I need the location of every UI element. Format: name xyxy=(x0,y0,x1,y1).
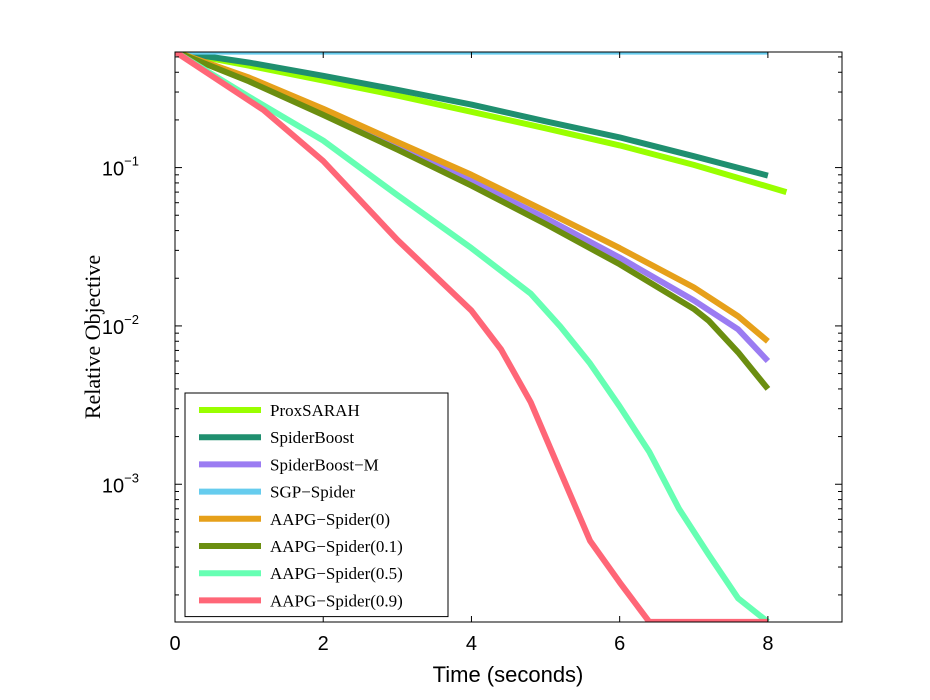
legend-label-spiderboost-m: SpiderBoost−M xyxy=(270,455,379,474)
legend-label-proxsarah: ProxSARAH xyxy=(270,401,360,420)
y-tick-label: 10−3 xyxy=(102,470,139,497)
y-tick-label: 10−1 xyxy=(102,154,139,181)
legend-label-spiderboost: SpiderBoost xyxy=(270,428,354,447)
x-tick-label: 8 xyxy=(762,633,773,655)
series-line-proxsarah xyxy=(175,52,788,195)
y-axis-label: Relative Objective xyxy=(80,255,105,419)
x-tick-label: 4 xyxy=(466,633,477,655)
series-line-spiderboost xyxy=(175,52,769,179)
legend-label-aapg-spider-0-1: AAPG−Spider(0.1) xyxy=(270,537,403,556)
series-line-aapg-spider-0-1 xyxy=(175,52,771,391)
plot-frame xyxy=(174,51,843,623)
legend-label-aapg-spider-0-5: AAPG−Spider(0.5) xyxy=(270,564,403,583)
legend-label-aapg-spider-0: AAPG−Spider(0) xyxy=(270,510,390,529)
series-line-aapg-spider-0-5 xyxy=(175,52,770,622)
legend-box xyxy=(184,392,449,618)
x-axis-label: Time (seconds) xyxy=(433,662,584,687)
x-tick-label: 6 xyxy=(614,633,625,655)
series-line-aapg-spider-0-9 xyxy=(175,52,768,622)
x-tick-label: 2 xyxy=(318,633,329,655)
series-line-aapg-spider-0 xyxy=(175,52,770,344)
y-tick-label: 10−2 xyxy=(102,312,139,339)
legend-label-sgp-spider: SGP−Spider xyxy=(270,483,355,502)
x-tick-label: 0 xyxy=(169,633,180,655)
legend-label-aapg-spider-0-9: AAPG−Spider(0.9) xyxy=(270,591,403,610)
